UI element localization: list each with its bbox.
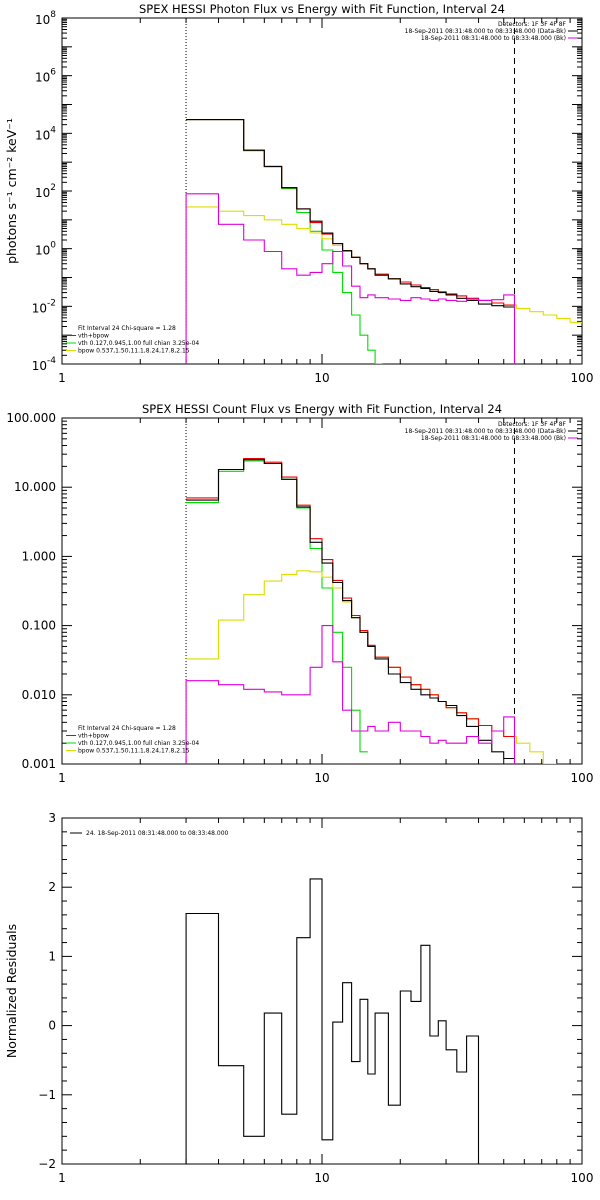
y-axis-label: photons s⁻¹ cm⁻² keV⁻¹ (4, 118, 19, 264)
legend-entry: bpow 0.537,1.50,11.1,8.24,17.8,2.15 (78, 748, 190, 755)
legend-entry: vth 0.127,0.945,1.00 full chian 3.25e-04 (78, 340, 199, 347)
legend-entry: 18-Sep-2011 08:31:48.000 to 08:33:48.000… (405, 428, 566, 435)
legend-entry: Detectors: 1F 3F 4F 8F (498, 21, 567, 28)
legend-entry: Fit Interval 24 Chi-square = 1.28 (78, 725, 176, 732)
legend-entry: 18-Sep-2011 08:31:48.000 to 08:33:48.000… (405, 28, 566, 35)
x-tick-label: 1 (58, 371, 66, 385)
series-total-line (186, 457, 515, 738)
x-tick-label: 100 (571, 1171, 594, 1185)
plot-frame (61, 17, 583, 365)
legend-entry: vth+bpow (78, 333, 109, 340)
x-tick-label: 10 (314, 371, 329, 385)
y-tick-label: 0.010 (22, 688, 56, 702)
y-tick-label: −2 (38, 1157, 56, 1171)
plot-frame (61, 417, 583, 765)
axis-ticks (61, 418, 582, 765)
series-bk-line (185, 193, 516, 364)
y-tick-label: 104 (35, 125, 56, 142)
x-tick-label: 100 (571, 371, 594, 385)
y-tick-label: 100.000 (6, 411, 56, 425)
y-tick-label: 102 (35, 183, 56, 200)
legend-entry: vth 0.127,0.945,1.00 full chian 3.25e-04 (78, 740, 199, 747)
series-bpow-line (186, 570, 557, 764)
y-tick-label: 2 (48, 880, 56, 894)
axis-ticks (61, 18, 582, 365)
legend-entry: 18-Sep-2011 08:31:48.000 to 08:33:48.000… (421, 35, 566, 42)
legend-entry: Fit Interval 24 Chi-square = 1.28 (78, 325, 176, 332)
y-tick-label: 0 (48, 1019, 56, 1033)
y-tick-label: 3 (48, 811, 56, 825)
residuals-panel: 1 10 100 −2 −1 0 1 2 3 Normalized Residuals 24. 18… (4, 811, 593, 1185)
y-tick-label: 100 (35, 241, 56, 258)
legend-entry: Detectors: 1F 3F 4F 8F (498, 421, 567, 428)
y-tick-label: 106 (35, 68, 56, 85)
photon-flux-panel: SPEX HESSI Photon Flux vs Energy with Fi… (4, 2, 593, 385)
x-tick-label: 100 (571, 771, 594, 785)
fit-legend: Fit Interval 24 Chi-square = 1.28vth+bpo… (66, 725, 199, 755)
series-vth-line (186, 460, 368, 753)
legend-entry: 24. 18-Sep-2011 08:31:48.000 to 08:33:48… (86, 830, 229, 837)
y-axis-label: Normalized Residuals (4, 924, 19, 1058)
y-tick-label: 0.100 (22, 619, 56, 633)
legend-entry: vth+bpow (78, 733, 109, 740)
legend-entry: 18-Sep-2011 08:31:48.000 to 08:33:48.000… (421, 435, 566, 442)
chart-title: SPEX HESSI Count Flux vs Energy with Fit… (142, 402, 502, 416)
series-data-line (186, 459, 515, 760)
axis-ticks (61, 817, 582, 1165)
series-total-line (186, 119, 515, 306)
y-tick-label: 10-4 (32, 356, 57, 373)
y-tick-label: −1 (38, 1088, 56, 1102)
series-bk-line (185, 625, 516, 764)
x-tick-label: 1 (58, 1171, 66, 1185)
x-tick-label: 10 (314, 771, 329, 785)
y-tick-label: 108 (35, 10, 56, 27)
y-tick-label: 0.001 (22, 757, 56, 771)
chart-title: SPEX HESSI Photon Flux vs Energy with Fi… (139, 2, 505, 16)
fit-legend: Fit Interval 24 Chi-square = 1.28vth+bpo… (66, 325, 199, 355)
legend-entry: bpow 0.537,1.50,11.1,8.24,17.8,2.15 (78, 348, 190, 355)
x-tick-label: 10 (314, 1171, 329, 1185)
series-data-line (185, 878, 480, 1164)
y-tick-label: 1 (48, 949, 56, 963)
series-bpow-line (186, 206, 582, 323)
x-tick-label: 1 (58, 771, 66, 785)
y-tick-label: 10.000 (14, 480, 56, 494)
residual-legend: 24. 18-Sep-2011 08:31:48.000 to 08:33:48… (70, 830, 229, 837)
series-data-line (186, 119, 515, 308)
count-flux-panel: SPEX HESSI Count Flux vs Energy with Fit… (6, 402, 593, 785)
y-tick-label: 10-2 (32, 298, 56, 315)
y-tick-label: 1.000 (22, 549, 56, 563)
series-vth-line (186, 119, 383, 364)
